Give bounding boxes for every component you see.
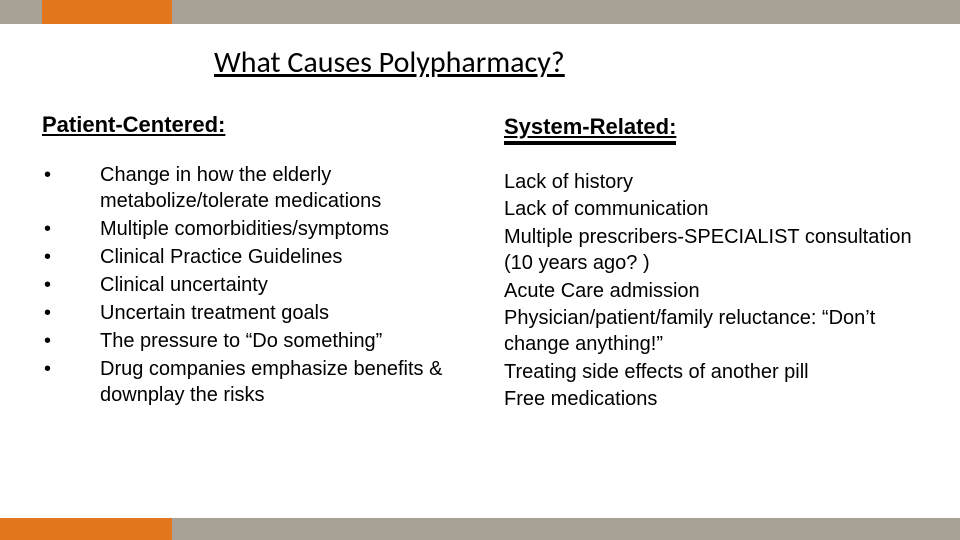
- left-column: Patient-Centered: Change in how the elde…: [42, 112, 472, 410]
- list-item: Multiple comorbidities/symptoms: [42, 216, 472, 242]
- bottom-bar-accent: [0, 518, 172, 540]
- right-column: System-Related: Lack of history Lack of …: [504, 114, 934, 414]
- list-item: Change in how the elderly metabolize/tol…: [42, 162, 472, 214]
- list-item: The pressure to “Do something”: [42, 328, 472, 354]
- list-item: Treating side effects of another pill: [504, 359, 934, 385]
- list-item: Uncertain treatment goals: [42, 300, 472, 326]
- list-item: Free medications: [504, 386, 934, 412]
- list-item: Clinical uncertainty: [42, 272, 472, 298]
- slide-title: What Causes Polypharmacy?: [214, 44, 565, 81]
- list-item: Drug companies emphasize benefits & down…: [42, 356, 472, 408]
- left-subheading: Patient-Centered:: [42, 112, 472, 138]
- list-item: Multiple prescribers-SPECIALIST consulta…: [504, 224, 934, 277]
- list-item: Clinical Practice Guidelines: [42, 244, 472, 270]
- right-subheading: System-Related:: [504, 114, 676, 145]
- left-bullet-list: Change in how the elderly metabolize/tol…: [42, 162, 472, 408]
- list-item: Physician/patient/family reluctance: “Do…: [504, 305, 934, 358]
- slide: What Causes Polypharmacy? Patient-Center…: [0, 0, 960, 540]
- list-item: Acute Care admission: [504, 278, 934, 304]
- top-bar-accent: [42, 0, 172, 24]
- right-line-list: Lack of history Lack of communication Mu…: [504, 169, 934, 413]
- list-item: Lack of communication: [504, 196, 934, 222]
- list-item: Lack of history: [504, 169, 934, 195]
